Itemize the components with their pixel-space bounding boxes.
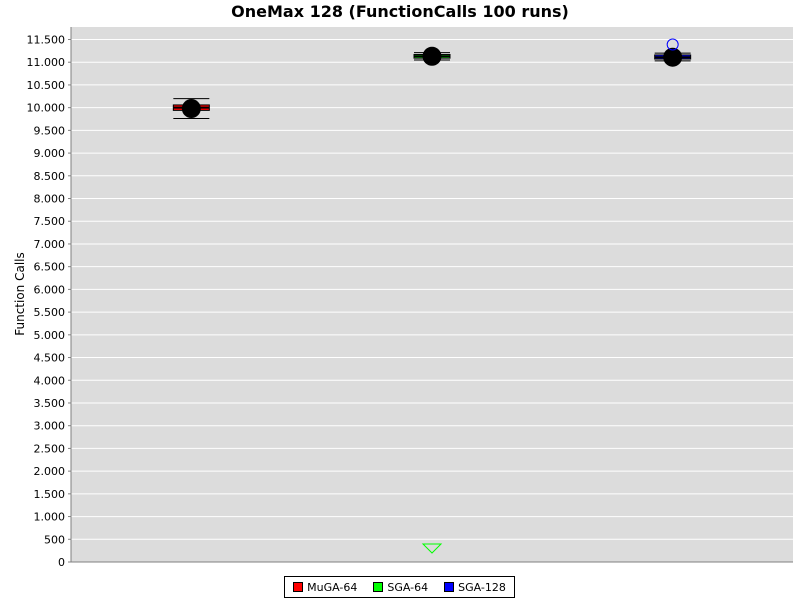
- y-tick-label: 8.000: [34, 193, 66, 206]
- y-tick-label: 4.500: [34, 352, 66, 365]
- y-tick-label: 6.000: [34, 283, 66, 296]
- y-tick-label: 2.000: [34, 465, 66, 478]
- y-tick-label: 11.000: [27, 56, 66, 69]
- y-tick-label: 8.500: [34, 170, 66, 183]
- y-tick-label: 1.000: [34, 511, 66, 524]
- legend-label-sga-64: SGA-64: [387, 580, 429, 594]
- legend-item-muga-64: MuGA-64: [293, 581, 357, 594]
- y-tick-label: 5.000: [34, 329, 66, 342]
- legend-item-sga-64: SGA-64: [373, 581, 428, 594]
- outlier-sga-128: [666, 38, 679, 51]
- legend-swatch-muga-64: [293, 582, 304, 592]
- y-tick-label: 11.500: [27, 34, 66, 47]
- legend-label-sga-128: SGA-128: [458, 580, 506, 594]
- y-tick-label: 500: [44, 533, 65, 546]
- y-tick-label: 7.500: [34, 215, 66, 228]
- y-tick-label: 9.500: [34, 124, 66, 137]
- y-tick-label: 10.500: [27, 79, 66, 92]
- y-tick-label: 3.500: [34, 397, 66, 410]
- legend-label-muga-64: MuGA-64: [307, 580, 358, 594]
- legend: MuGA-64 SGA-64 SGA-128: [284, 576, 515, 598]
- legend-swatch-sga-64: [373, 582, 384, 592]
- mean-marker-sga-64: [422, 46, 442, 66]
- y-tick-label: 3.000: [34, 420, 66, 433]
- y-tick-label: 5.500: [34, 306, 66, 319]
- y-tick-label: 10.000: [27, 102, 66, 115]
- y-tick-label: 9.000: [34, 147, 66, 160]
- y-axis-title: Function Calls: [13, 252, 27, 336]
- mean-marker-sga-128: [663, 47, 683, 67]
- y-tick-label: 4.000: [34, 374, 66, 387]
- y-tick-label: 0: [58, 556, 65, 569]
- mean-marker-muga-64: [181, 99, 201, 119]
- far-outlier-indicator-sga-64: [421, 543, 443, 554]
- y-tick-label: 7.000: [34, 238, 66, 251]
- y-tick-label: 1.500: [34, 488, 66, 501]
- legend-item-sga-128: SGA-128: [444, 581, 506, 594]
- chart-title: OneMax 128 (FunctionCalls 100 runs): [231, 2, 569, 21]
- y-tick-label: 6.500: [34, 261, 66, 274]
- legend-swatch-sga-128: [444, 582, 455, 592]
- y-tick-label: 2.500: [34, 442, 66, 455]
